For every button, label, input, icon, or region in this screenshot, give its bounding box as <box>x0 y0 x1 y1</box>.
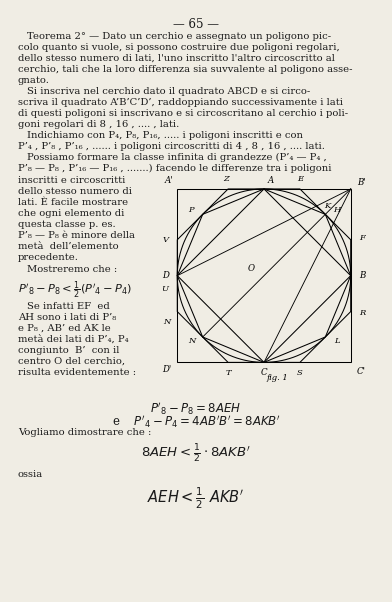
Text: Indichiamo con P₄, P₈, P₁₆, ..... i poligoni inscritti e con: Indichiamo con P₄, P₈, P₁₆, ..... i poli… <box>27 131 303 140</box>
Text: C: C <box>261 368 267 377</box>
Text: V: V <box>162 236 168 244</box>
Text: metà  dell’elemento: metà dell’elemento <box>18 242 119 251</box>
Text: fig. 1: fig. 1 <box>266 374 288 382</box>
Text: E: E <box>297 175 303 182</box>
Text: cerchio, tali che la loro differenza sia suvvalente al poligono asse-: cerchio, tali che la loro differenza sia… <box>18 65 352 74</box>
Text: K: K <box>324 202 330 210</box>
Text: colo quanto si vuole, si possono costruire due poligoni regolari,: colo quanto si vuole, si possono costrui… <box>18 43 340 52</box>
Text: precedente.: precedente. <box>18 253 79 262</box>
Text: T: T <box>225 369 231 377</box>
Text: B': B' <box>357 178 365 187</box>
Text: goni regolari di 8 , 16 , .... , lati.: goni regolari di 8 , 16 , .... , lati. <box>18 120 179 129</box>
Text: N: N <box>163 318 171 326</box>
Text: R: R <box>359 309 365 317</box>
Text: ossia: ossia <box>18 470 43 479</box>
Text: O: O <box>247 264 254 273</box>
Text: P’₈ — P₈ è minore della: P’₈ — P₈ è minore della <box>18 231 135 240</box>
Text: che ogni elemento di: che ogni elemento di <box>18 209 124 218</box>
Text: gnato.: gnato. <box>18 76 50 85</box>
Text: e    $P'_4 - P_4 = 4AB'B' = 8AKB'$: e $P'_4 - P_4 = 4AB'B' = 8AKB'$ <box>111 413 281 430</box>
Text: S: S <box>297 369 303 377</box>
Text: dello stesso numero di: dello stesso numero di <box>18 187 132 196</box>
Text: di questi poligoni si inscrivano e si circoscritano al cerchio i poli-: di questi poligoni si inscrivano e si ci… <box>18 109 348 118</box>
Text: e P₈ , AB’ ed AK le: e P₈ , AB’ ed AK le <box>18 324 111 333</box>
Text: AH sono i lati di P’₈: AH sono i lati di P’₈ <box>18 313 116 322</box>
Text: A: A <box>268 176 274 185</box>
Text: $8AEH < \frac{1}{2} \cdot 8AKB'$: $8AEH < \frac{1}{2} \cdot 8AKB'$ <box>141 443 251 465</box>
Text: scriva il quadrato A’B’C’D’, raddoppiando successivamente i lati: scriva il quadrato A’B’C’D’, raddoppiand… <box>18 98 343 107</box>
Text: dello stesso numero di lati, l'uno inscritto l'altro circoscritto al: dello stesso numero di lati, l'uno inscr… <box>18 54 335 63</box>
Text: inscritti e circoscritti: inscritti e circoscritti <box>18 176 125 185</box>
Text: H: H <box>333 206 340 214</box>
Text: Z: Z <box>223 175 229 182</box>
Text: centro O del cerchio,: centro O del cerchio, <box>18 357 125 366</box>
Text: Possiamo formare la classe infinita di grandezze (P’₄ — P₄ ,: Possiamo formare la classe infinita di g… <box>27 153 327 162</box>
Text: L: L <box>334 337 339 346</box>
Text: Se infatti EF  ed: Se infatti EF ed <box>27 302 110 311</box>
Text: Mostreremo che :: Mostreremo che : <box>27 265 117 274</box>
Text: risulta evidentemente :: risulta evidentemente : <box>18 368 136 377</box>
Text: U: U <box>162 285 169 293</box>
Text: congiunto  B’  con il: congiunto B’ con il <box>18 346 120 355</box>
Text: D: D <box>163 271 169 280</box>
Text: N: N <box>189 337 196 346</box>
Text: Vogliamo dimostrare che :: Vogliamo dimostrare che : <box>18 428 151 437</box>
Text: lati. È facile mostrare: lati. È facile mostrare <box>18 198 128 207</box>
Text: $P'_8 - P_8 < \frac{1}{2}(P'_4 - P_4)$: $P'_8 - P_8 < \frac{1}{2}(P'_4 - P_4)$ <box>18 279 132 300</box>
Text: P: P <box>189 206 194 214</box>
Text: $AEH < \frac{1}{2}\ AKB'$: $AEH < \frac{1}{2}\ AKB'$ <box>147 486 245 511</box>
Text: A': A' <box>164 176 173 185</box>
Text: metà dei lati di P’₄, P₄: metà dei lati di P’₄, P₄ <box>18 335 129 344</box>
Text: questa classe p. es.: questa classe p. es. <box>18 220 116 229</box>
Text: B: B <box>359 271 365 280</box>
Text: F: F <box>359 234 365 242</box>
Text: Teorema 2° — Dato un cerchio e assegnato un poligono pic-: Teorema 2° — Dato un cerchio e assegnato… <box>27 32 331 41</box>
Text: C': C' <box>357 367 366 376</box>
Text: — 65 —: — 65 — <box>173 18 219 31</box>
Text: $P'_8 - P_8 = 8AEH$: $P'_8 - P_8 = 8AEH$ <box>151 400 241 417</box>
Text: P’₈ — P₈ , P’₁₆ — P₁₆ , .......) facendo le differenze tra i poligoni: P’₈ — P₈ , P’₁₆ — P₁₆ , .......) facendo… <box>18 164 332 173</box>
Text: P’₄ , P’₈ , P’₁₆ , ...... i poligoni circoscritti di 4 , 8 , 16 , .... lati.: P’₄ , P’₈ , P’₁₆ , ...... i poligoni cir… <box>18 142 325 151</box>
Text: Si inscriva nel cerchio dato il quadrato ABCD e si circo-: Si inscriva nel cerchio dato il quadrato… <box>27 87 310 96</box>
Text: D': D' <box>162 365 171 374</box>
